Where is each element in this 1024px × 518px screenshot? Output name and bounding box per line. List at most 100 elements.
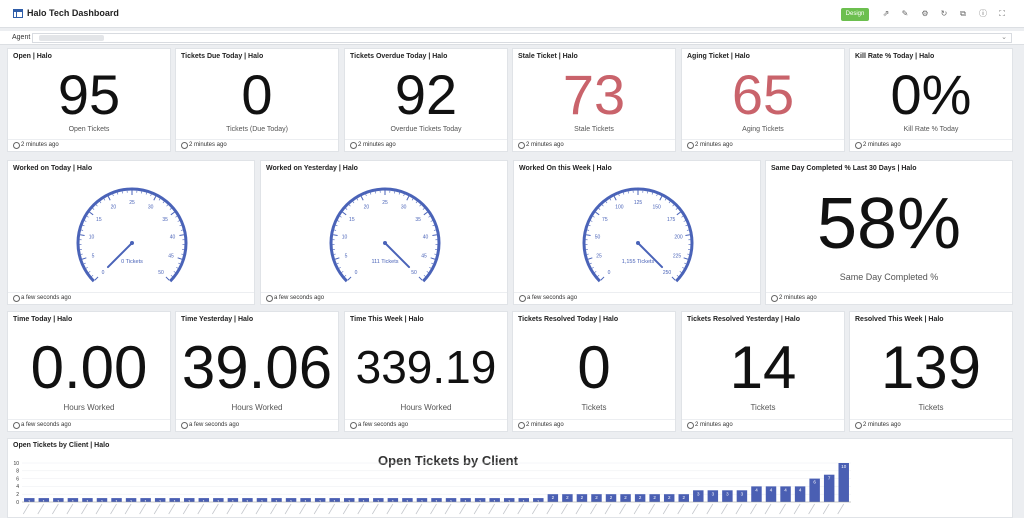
- gauge-tick: [171, 275, 173, 276]
- last-updated-text: a few seconds ago: [274, 295, 324, 301]
- last-updated-text: a few seconds ago: [21, 422, 71, 428]
- design-button[interactable]: Design: [841, 8, 869, 21]
- gauge-tick: [433, 225, 435, 226]
- gauge-tick: [420, 205, 421, 206]
- gauge-tick-label: 50: [595, 235, 601, 241]
- gauge-tick: [166, 277, 169, 280]
- gauge-tick-label: 30: [148, 204, 154, 210]
- gauge-tick-label: 15: [349, 217, 355, 223]
- kpi-label: Aging Tickets: [682, 126, 844, 133]
- gauge-tick: [346, 208, 348, 209]
- gauge-tick-label: 125: [634, 200, 643, 206]
- settings-icon[interactable]: ⚙: [919, 8, 931, 20]
- agent-filter-select[interactable]: ⌄: [32, 33, 1012, 43]
- gauge-tick: [588, 258, 592, 259]
- last-updated-text: a few seconds ago: [21, 295, 71, 301]
- gauge-value-label: 111 Tickets: [371, 259, 398, 265]
- gauge-tick: [357, 199, 358, 201]
- panel-footer: a few seconds ago: [8, 292, 254, 304]
- kpi-label: Hours Worked: [176, 403, 338, 412]
- gauge-tick: [595, 271, 597, 272]
- kpi-label: Tickets: [850, 403, 1012, 412]
- dashboard-logo-icon: [13, 9, 23, 18]
- x-tick-label-redacted: [358, 504, 364, 514]
- clock-icon: [266, 295, 273, 302]
- panel-title: Time This Week | Halo: [350, 316, 424, 323]
- panel-title: Tickets Overdue Today | Halo: [350, 53, 447, 60]
- x-tick-label-redacted: [154, 504, 160, 514]
- gauge-tick: [174, 271, 176, 272]
- gauge-tick: [416, 202, 417, 204]
- kpi-value: 139: [850, 338, 1012, 398]
- gauge-tick: [345, 275, 347, 276]
- gauge-tick: [423, 208, 425, 209]
- gauge-tick-label: 35: [162, 217, 168, 223]
- kpi-label: Stale Tickets: [513, 126, 675, 133]
- x-tick-label-redacted: [503, 504, 509, 514]
- open-tickets-by-client-panel: Open Tickets by Client | Halo Open Ticke…: [7, 438, 1013, 518]
- share-icon[interactable]: ⇗: [880, 8, 892, 20]
- last-updated-text: 2 minutes ago: [695, 142, 733, 148]
- gauge-tick: [424, 275, 426, 276]
- last-updated-text: a few seconds ago: [358, 422, 408, 428]
- filter-bar: Agent ⌄: [0, 31, 1024, 45]
- x-tick-label-redacted: [561, 504, 567, 514]
- refresh-icon[interactable]: ↻: [938, 8, 950, 20]
- gauge-tick-label: 175: [667, 217, 676, 223]
- kpi-value: 65: [682, 67, 844, 123]
- kpi-value: 0: [513, 338, 675, 398]
- x-tick-label-redacted: [300, 504, 306, 514]
- clock-icon: [13, 142, 20, 149]
- kpi-panel: Aging Ticket | Halo 65 Aging Tickets 2 minu…: [681, 48, 845, 152]
- panel-title: Worked On this Week | Halo: [519, 165, 612, 172]
- x-tick-label-redacted: [780, 504, 786, 514]
- clock-icon: [13, 422, 20, 429]
- gauge-tick: [333, 235, 337, 236]
- gauge-tick: [89, 271, 91, 272]
- gauge-tick: [590, 221, 592, 222]
- gauge-tick: [623, 193, 624, 195]
- gauge-tick-label: 50: [411, 270, 417, 276]
- gauge-tick: [108, 196, 110, 200]
- gauge-tick: [96, 205, 97, 206]
- kpi-value: 0%: [850, 67, 1012, 123]
- fullscreen-icon[interactable]: ⛶: [996, 8, 1008, 20]
- panel-title: Worked on Today | Halo: [13, 165, 92, 172]
- kpi-value: 0: [176, 67, 338, 123]
- gauge-tick: [86, 267, 88, 268]
- gauge-tick: [427, 271, 429, 272]
- gauge-tick: [336, 225, 338, 226]
- x-tick-label-redacted: [634, 504, 640, 514]
- panel-title: Aging Ticket | Halo: [687, 53, 750, 60]
- panel-title: Tickets Resolved Today | Halo: [518, 316, 618, 323]
- kpi-label: Tickets: [682, 403, 844, 412]
- x-tick-label-redacted: [343, 504, 349, 514]
- gauge-tick-label: 35: [415, 217, 421, 223]
- kpi-value: 73: [513, 67, 675, 123]
- last-updated-text: 2 minutes ago: [358, 142, 396, 148]
- panel-title: Kill Rate % Today | Halo: [855, 53, 934, 60]
- same-day-label: Same Day Completed %: [766, 272, 1012, 282]
- y-tick-label: 2: [16, 492, 19, 498]
- chevron-down-icon[interactable]: ⌄: [1001, 33, 1007, 41]
- export-icon[interactable]: ⧉: [957, 8, 969, 20]
- panel-footer: 2 minutes ago: [345, 139, 507, 151]
- x-tick-label-redacted: [401, 504, 407, 514]
- gauge-tick: [84, 263, 86, 264]
- clock-icon: [518, 422, 525, 429]
- x-tick-label-redacted: [823, 504, 829, 514]
- edit-icon[interactable]: ✎: [899, 8, 911, 20]
- kpi-value: 92: [345, 67, 507, 123]
- gauge-tick-label: 45: [168, 254, 174, 260]
- info-icon[interactable]: ⓘ: [977, 8, 989, 20]
- gauge-value-label: 1,155 Tickets: [622, 259, 655, 265]
- gauge-tick: [677, 275, 679, 276]
- gauge-tick: [339, 267, 341, 268]
- last-updated-text: 2 minutes ago: [526, 142, 564, 148]
- panel-title: Open | Halo: [13, 53, 52, 60]
